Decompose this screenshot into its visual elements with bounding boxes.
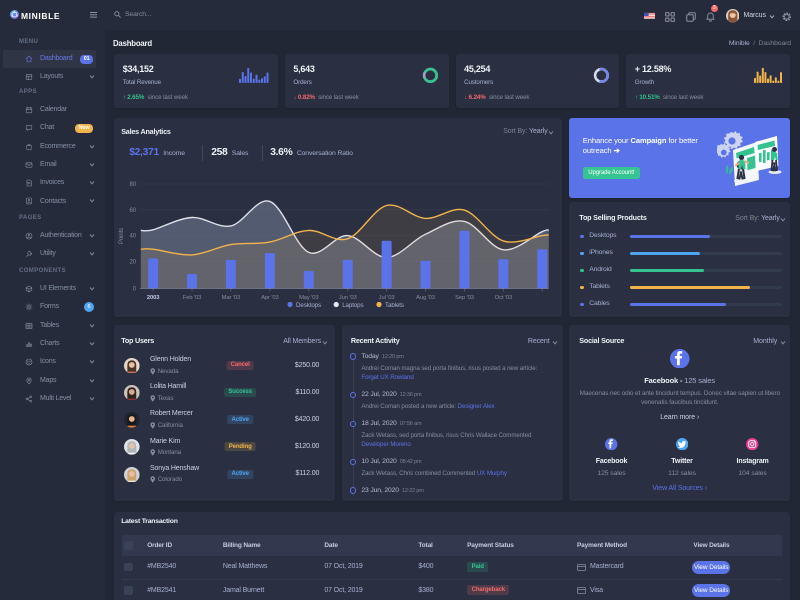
- svg-text:Feb '03: Feb '03: [183, 295, 201, 301]
- svg-text:Aug '03: Aug '03: [416, 295, 435, 301]
- svg-text:Tablets: Tablets: [385, 302, 404, 309]
- svg-text:80: 80: [130, 182, 137, 188]
- svg-text:Apr '03: Apr '03: [261, 295, 279, 301]
- svg-text:60: 60: [130, 208, 137, 214]
- svg-text:Points: Points: [119, 228, 125, 244]
- svg-text:Oct '03: Oct '03: [495, 295, 512, 301]
- svg-text:2003: 2003: [147, 295, 160, 301]
- svg-text:Jun '03: Jun '03: [339, 295, 357, 301]
- svg-text:Laptops: Laptops: [342, 302, 363, 309]
- svg-text:0: 0: [133, 287, 137, 293]
- svg-text:20: 20: [130, 259, 137, 265]
- svg-text:May '03: May '03: [299, 295, 318, 301]
- svg-text:Mar '03: Mar '03: [222, 295, 240, 301]
- svg-text:Jul '03: Jul '03: [379, 295, 395, 301]
- svg-text:40: 40: [130, 234, 137, 240]
- svg-text:Sep '03: Sep '03: [455, 295, 474, 301]
- svg-text:Desktops: Desktops: [296, 302, 321, 309]
